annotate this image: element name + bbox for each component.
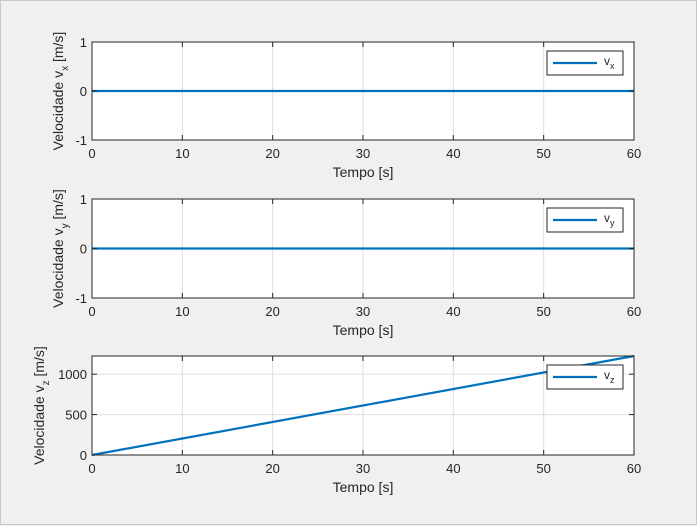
x-tick-label: 10 (175, 461, 189, 476)
x-tick-label: 10 (175, 304, 189, 319)
x-tick-label: 0 (88, 461, 95, 476)
x-axis-label: Tempo [s] (333, 322, 394, 338)
y-tick-label: 0 (80, 242, 87, 257)
y-tick-label: -1 (75, 133, 87, 148)
x-tick-label: 30 (356, 461, 370, 476)
legend: vz (546, 364, 624, 390)
y-tick-label: -1 (75, 291, 87, 306)
x-tick-label: 30 (356, 304, 370, 319)
x-tick-label: 60 (627, 146, 641, 161)
legend-label: vy (604, 211, 615, 228)
x-tick-label: 20 (265, 461, 279, 476)
x-tick-label: 40 (446, 461, 460, 476)
y-axis-label: Velocidade vz [m/s] (31, 346, 52, 465)
subplot-3: 0 10 20 30 40 50 60 0 500 1000 Tempo [s] Velocidade… (31, 346, 641, 495)
x-tick-label: 0 (88, 304, 95, 319)
x-tick-label: 50 (536, 304, 550, 319)
x-tick-label: 40 (446, 304, 460, 319)
x-tick-label: 30 (356, 146, 370, 161)
x-tick-label: 60 (627, 304, 641, 319)
x-tick-label: 20 (265, 146, 279, 161)
x-axis-label: Tempo [s] (333, 479, 394, 495)
y-tick-label: 500 (65, 408, 87, 423)
y-tick-label: 1000 (58, 367, 87, 382)
x-tick-label: 50 (536, 461, 550, 476)
y-axis-label: Velocidade vx [m/s] (50, 32, 71, 151)
legend: vx (546, 50, 624, 76)
y-axis-label: Velocidade vy [m/s] (50, 189, 71, 308)
y-tick-label: 0 (80, 84, 87, 99)
x-tick-label: 20 (265, 304, 279, 319)
y-tick-label: 1 (80, 192, 87, 207)
x-tick-label: 60 (627, 461, 641, 476)
x-tick-label: 50 (536, 146, 550, 161)
y-tick-label: 1 (80, 35, 87, 50)
series-line-z (91, 354, 635, 457)
x-tick-label: 10 (175, 146, 189, 161)
legend: vy (546, 207, 624, 233)
x-tick-label: 0 (88, 146, 95, 161)
x-axis-label: Tempo [s] (333, 164, 394, 180)
y-tick-label: 0 (80, 448, 87, 463)
x-tick-label: 40 (446, 146, 460, 161)
legend-label: vz (604, 368, 615, 385)
legend-label: vx (604, 54, 615, 71)
